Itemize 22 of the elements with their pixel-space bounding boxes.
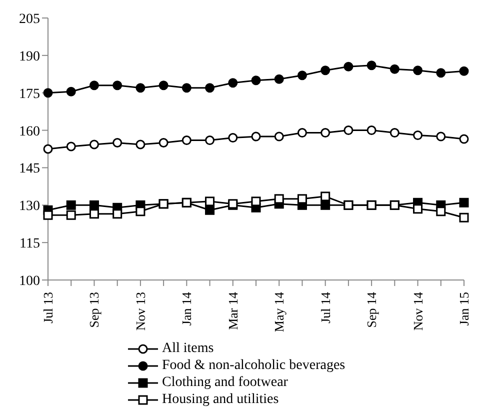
x-tick-label: Sep 14 <box>364 292 380 328</box>
y-tick-label: 190 <box>19 49 40 64</box>
x-tick-label: Mar 14 <box>225 292 240 330</box>
x-tick-label: Nov 14 <box>410 292 426 331</box>
legend-label: All items <box>162 340 214 356</box>
y-tick-label: 145 <box>19 162 40 177</box>
x-tick-label: May 14 <box>272 292 287 332</box>
legend-label: Housing and utilities <box>162 392 279 408</box>
x-tick-label: Sep 13 <box>86 292 102 328</box>
y-tick-label: 130 <box>19 199 40 214</box>
legend-label: Clothing and footwear <box>162 374 288 390</box>
x-tick-label: Jul 14 <box>318 292 333 324</box>
x-tick-label: Jan 15 <box>456 292 472 326</box>
x-tick-label: Jul 13 <box>40 292 56 324</box>
x-tick-label: Jan 14 <box>179 292 194 326</box>
legend-label: Food & non-alcoholic beverages <box>162 358 346 374</box>
y-tick-label: 205 <box>19 12 40 27</box>
y-tick-label: 160 <box>19 124 40 140</box>
y-tick-label: 100 <box>19 274 40 289</box>
y-tick-label: 115 <box>20 236 40 252</box>
y-tick-label: 175 <box>19 86 40 102</box>
x-tick-label: Nov 13 <box>132 292 148 331</box>
